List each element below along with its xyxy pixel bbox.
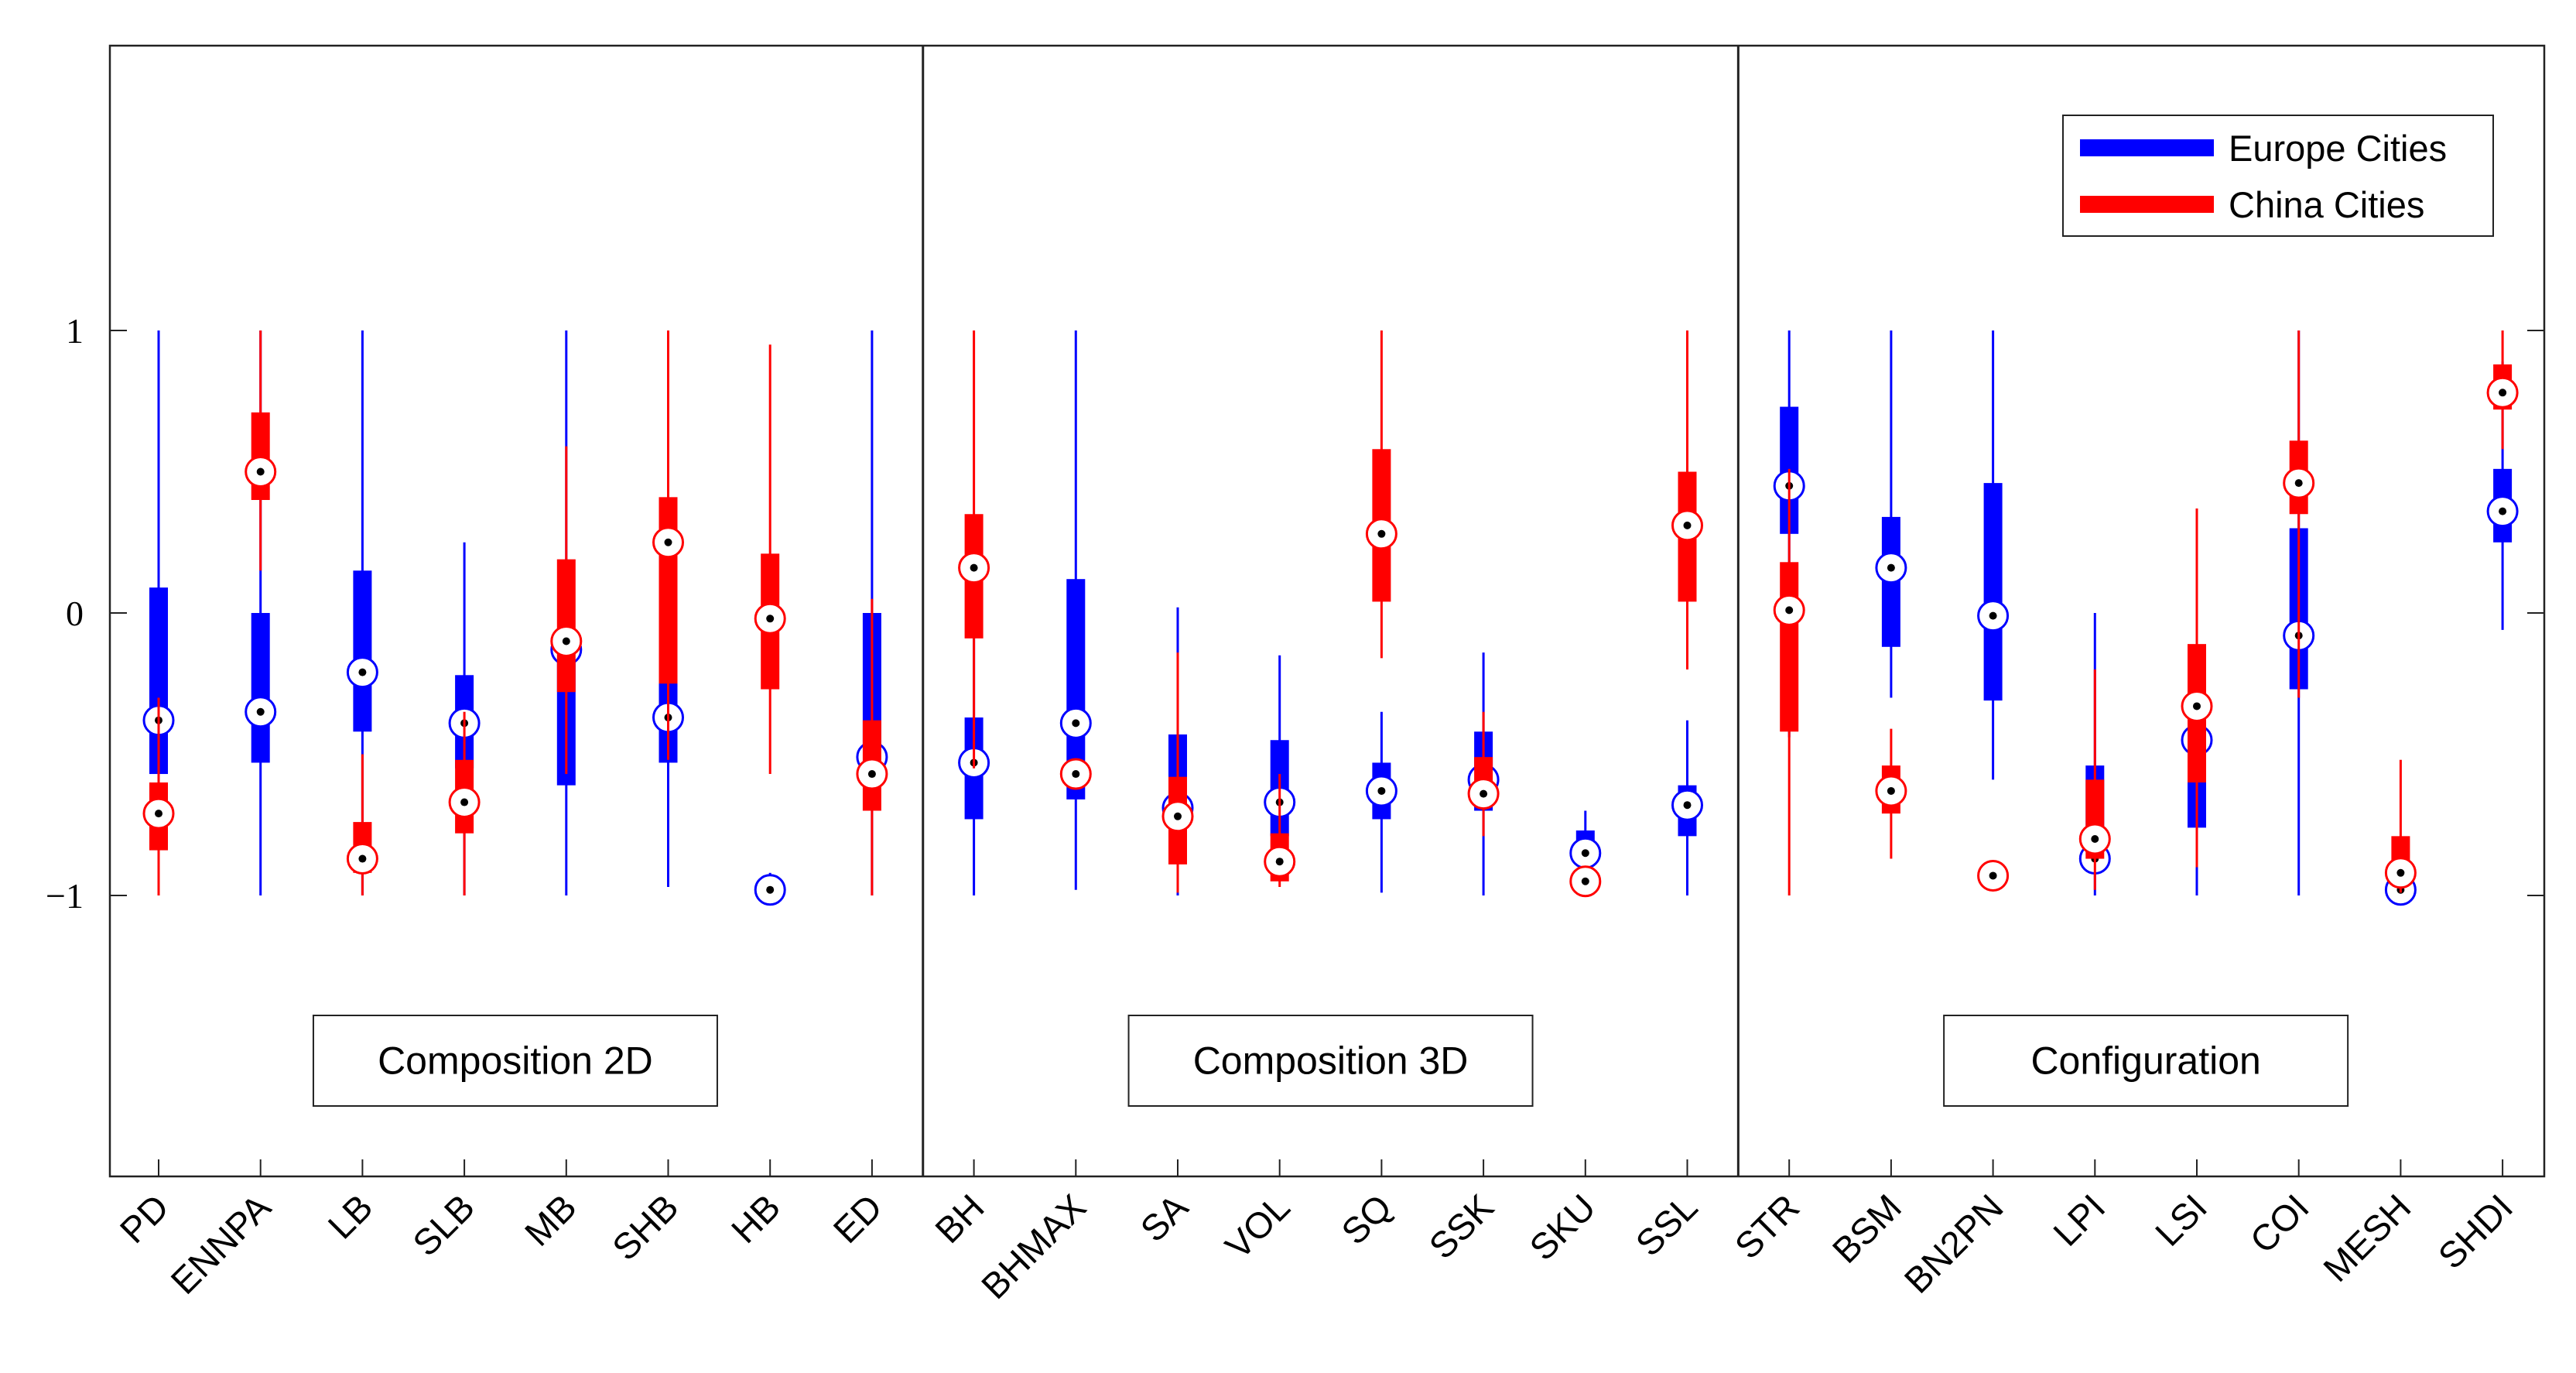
median-dot-china bbox=[1581, 877, 1589, 885]
median-dot-europe bbox=[1072, 719, 1080, 728]
median-dot-china bbox=[766, 615, 775, 623]
median-dot-europe bbox=[358, 668, 367, 676]
x-tick-label: LB bbox=[320, 1186, 380, 1247]
x-tick-label: LSI bbox=[2147, 1186, 2215, 1254]
box-europe bbox=[1983, 483, 2003, 701]
median-dot-europe bbox=[1683, 801, 1692, 810]
group-label: Composition 2D bbox=[378, 1039, 653, 1083]
median-dot-china bbox=[1785, 606, 1794, 615]
box-marks bbox=[142, 330, 2519, 906]
median-dot-china bbox=[562, 637, 570, 645]
legend: Europe Cities China Cities bbox=[2062, 115, 2494, 237]
x-tick-label: SQ bbox=[1333, 1186, 1400, 1253]
median-dot-china bbox=[1480, 789, 1488, 798]
x-tick-label: SHB bbox=[604, 1186, 686, 1269]
median-dot-china bbox=[664, 538, 672, 546]
box-europe bbox=[251, 613, 270, 763]
median-dot-china bbox=[1072, 770, 1080, 779]
box-china bbox=[659, 497, 678, 684]
x-tick-label: MB bbox=[517, 1186, 584, 1254]
median-dot-europe bbox=[256, 707, 265, 716]
x-tick-label: SLB bbox=[405, 1186, 482, 1264]
median-dot-europe bbox=[2499, 507, 2507, 515]
x-tick-label: MESH bbox=[2315, 1186, 2418, 1289]
median-dot-china bbox=[1989, 871, 1997, 880]
box-europe bbox=[353, 570, 372, 732]
x-tick-label: BN2PN bbox=[1896, 1186, 2010, 1301]
median-dot-china bbox=[358, 854, 367, 863]
y-tick-label: −1 bbox=[46, 876, 84, 916]
median-dot-china bbox=[2091, 835, 2099, 843]
median-dot-china bbox=[256, 467, 265, 476]
x-tick-label: SA bbox=[1132, 1186, 1196, 1249]
median-dot-europe bbox=[1989, 611, 1997, 620]
median-dot-china bbox=[2193, 702, 2201, 710]
median-dot-china bbox=[867, 770, 876, 779]
median-dot-europe bbox=[1377, 786, 1386, 795]
y-axis: −1 0 1 bbox=[46, 311, 2544, 916]
x-tick-label: ED bbox=[825, 1186, 890, 1251]
box-china bbox=[1780, 562, 1799, 732]
group-labels: Composition 2D Composition 3D Configuratio… bbox=[312, 1015, 2349, 1107]
group-label-box bbox=[1943, 1015, 2349, 1107]
median-dot-europe bbox=[766, 885, 775, 894]
axes-frame bbox=[108, 44, 2546, 1178]
median-dot-china bbox=[970, 563, 978, 572]
x-tick-label: VOL bbox=[1217, 1186, 1298, 1267]
median-dot-china bbox=[2396, 868, 2405, 877]
x-tick-label: ENNPA bbox=[162, 1186, 279, 1302]
median-dot-china bbox=[1174, 812, 1182, 820]
group-label-box bbox=[312, 1015, 718, 1107]
group-dividers bbox=[922, 46, 1740, 1176]
legend-label-europe: Europe Cities bbox=[2229, 128, 2447, 169]
y-tick-label: 1 bbox=[66, 311, 84, 351]
x-tick-label: PD bbox=[111, 1186, 176, 1251]
x-tick-label: SHDI bbox=[2430, 1186, 2520, 1277]
median-dot-china bbox=[1275, 858, 1284, 866]
median-dot-china bbox=[1887, 786, 1895, 795]
legend-frame bbox=[2062, 115, 2494, 237]
x-tick-label: LPI bbox=[2045, 1186, 2112, 1254]
x-tick-label: STR bbox=[1726, 1186, 1807, 1267]
median-dot-china bbox=[1377, 529, 1386, 538]
group-label-box bbox=[1127, 1015, 1534, 1107]
median-dot-china bbox=[155, 810, 162, 818]
median-dot-europe bbox=[1581, 849, 1589, 858]
x-tick-label: BH bbox=[927, 1186, 992, 1251]
x-tick-label: HB bbox=[724, 1186, 789, 1251]
median-dot-china bbox=[2294, 479, 2303, 488]
x-tick-label: SKU bbox=[1521, 1186, 1603, 1269]
x-tick-label: BSM bbox=[1824, 1186, 1909, 1272]
legend-label-china: China Cities bbox=[2229, 184, 2424, 225]
x-tick-label: SSL bbox=[1627, 1186, 1705, 1264]
x-tick-label: SSK bbox=[1421, 1186, 1501, 1267]
median-dot-china bbox=[460, 798, 469, 806]
median-dot-europe bbox=[1887, 563, 1895, 572]
median-dot-china bbox=[2499, 389, 2507, 397]
x-tick-label: COI bbox=[2242, 1186, 2317, 1262]
y-tick-label: 0 bbox=[66, 594, 84, 633]
group-label: Configuration bbox=[2030, 1039, 2260, 1083]
median-dot-china bbox=[1683, 521, 1692, 529]
group-label: Composition 3D bbox=[1193, 1039, 1469, 1083]
x-tick-label: BHMAX bbox=[973, 1186, 1094, 1307]
